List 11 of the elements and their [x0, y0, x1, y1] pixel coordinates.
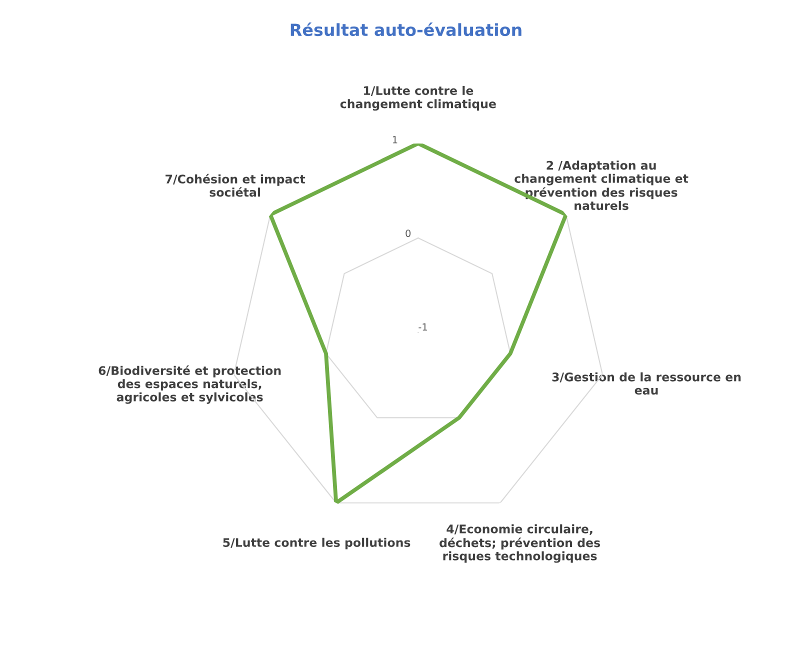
y-tick-label: -1	[418, 323, 427, 330]
spoke-label: 2 /Adaptation au changement climatique et prévention des risques naturels	[514, 160, 688, 210]
spoke-label: 7/Cohésion et impact sociétal	[166, 174, 306, 197]
y-tick-label: 1	[392, 136, 398, 144]
spoke-label: 4/Economie circulaire, déchets; prévention des risques technologiques	[440, 524, 600, 563]
spoke-label: 5/Lutte contre les pollutions	[223, 538, 410, 550]
spoke-label: 1/Lutte contre le changement climatique	[340, 86, 496, 111]
spoke-label: 6/Biodiversité et protection des espaces naturels, agricoles et sylvicoles	[98, 365, 281, 404]
chart-title: Résultat auto-évaluation	[290, 22, 522, 36]
spoke-label: 3/Gestion de la ressource en eau	[552, 372, 741, 395]
y-tick-label: 0	[406, 230, 411, 238]
